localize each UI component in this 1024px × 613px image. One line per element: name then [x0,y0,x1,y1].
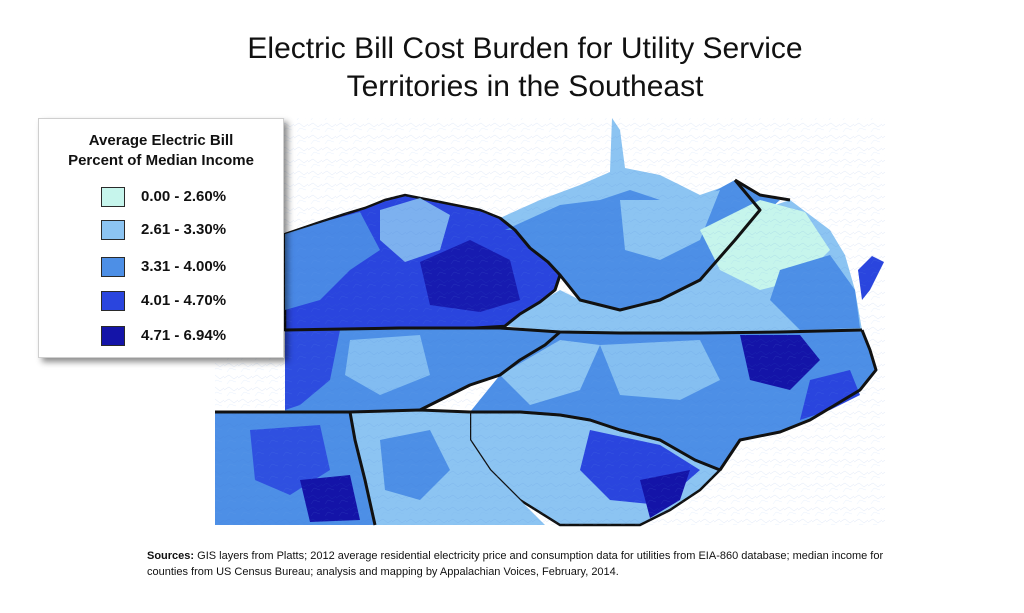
legend-label: 3.31 - 4.00% [141,258,227,275]
legend-label: 4.01 - 4.70% [141,292,227,309]
legend-title-line-2: Percent of Median Income [68,152,254,169]
legend-swatch [101,291,125,311]
sources-text: GIS layers from Platts; 2012 average res… [147,550,884,578]
sources-label: Sources: [147,550,195,562]
legend-label: 0.00 - 2.60% [141,188,227,205]
legend-swatch [101,187,125,207]
legend-swatch [101,326,125,346]
sources-note: Sources: GIS layers from Platts; 2012 av… [147,548,907,580]
legend-label: 2.61 - 3.30% [141,221,227,238]
map-title-line-2: Territories in the Southeast [346,70,704,103]
legend-swatch [101,220,125,240]
state-borders [215,178,878,526]
legend-title-line-1: Average Electric Bill [88,132,234,149]
legend-label: 4.71 - 6.94% [141,327,227,344]
legend: Average Electric Bill Percent of Median … [38,118,284,358]
map-title-line-1: Electric Bill Cost Burden for Utility Se… [247,32,803,65]
legend-swatch [101,257,125,277]
legend-title: Average Electric Bill Percent of Median … [39,131,283,171]
map-title: Electric Bill Cost Burden for Utility Se… [180,30,870,106]
